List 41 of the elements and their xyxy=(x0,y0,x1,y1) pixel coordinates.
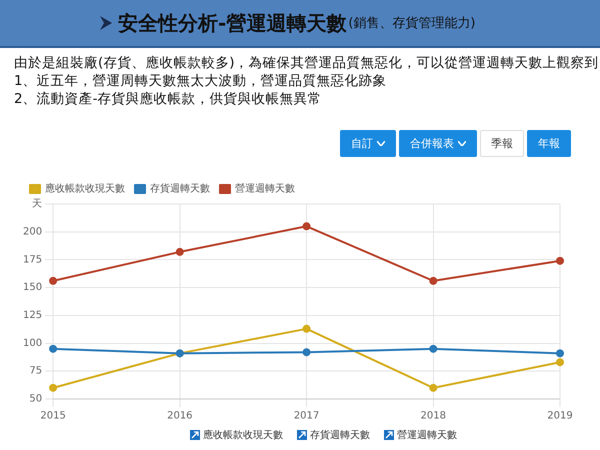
y-tick-label: 天 xyxy=(32,198,42,210)
x-tick-label: 2016 xyxy=(167,410,193,422)
y-tick-label: 175 xyxy=(22,254,42,266)
legend-label: 營運週轉天數 xyxy=(235,182,295,195)
point xyxy=(302,324,311,333)
text: 應收帳款收現天數 xyxy=(203,428,283,442)
point xyxy=(556,256,564,265)
text: 年報 xyxy=(538,136,560,151)
legend-label: 應收帳款收現天數 xyxy=(45,182,125,195)
y-tick-label: 75 xyxy=(29,366,42,377)
x-tick-label: 2017 xyxy=(294,410,320,422)
x-tick-label: 2019 xyxy=(547,410,573,422)
y-tick-label: 200 xyxy=(22,226,42,238)
point xyxy=(49,384,58,392)
point xyxy=(49,344,58,353)
text: 1、近五年，營運周轉天數無太大波動，營運品質無惡化跡象 xyxy=(14,72,388,90)
x-tick-label: 2018 xyxy=(420,410,446,422)
y-tick-label: 150 xyxy=(22,282,42,294)
point xyxy=(556,349,564,358)
text: 2、流動資產-存貨與應收帳款，供貨與收帳無異常 xyxy=(14,90,322,108)
point xyxy=(302,222,311,230)
point xyxy=(556,358,564,366)
text: 營運週轉天數 xyxy=(397,428,457,442)
text: 合併報表 xyxy=(410,136,454,151)
point xyxy=(429,344,438,353)
x-tick-label: 2015 xyxy=(40,410,66,422)
point xyxy=(176,248,184,256)
text: 自訂 xyxy=(351,136,373,151)
text: 存貨週轉天數 xyxy=(310,429,370,442)
chart-title: 安全性分析-營運週轉天數 xyxy=(118,10,346,36)
chart-subtitle: (銷售、存貨管理能力) xyxy=(348,15,476,32)
point xyxy=(429,276,438,285)
point xyxy=(302,348,311,356)
point xyxy=(429,384,438,392)
y-tick-label: 50 xyxy=(29,394,42,405)
y-tick-label: 100 xyxy=(22,338,42,349)
point xyxy=(49,276,58,285)
legend-label: 存貨週轉天數 xyxy=(150,182,210,195)
text: 由於是組裝廠(存貨、應收帳款較多)，為確保其營運品質無惡化，可以從營運週轉天數上觀察到 xyxy=(14,54,600,72)
text: 季報 xyxy=(491,136,513,151)
y-tick-label: 125 xyxy=(22,310,42,322)
